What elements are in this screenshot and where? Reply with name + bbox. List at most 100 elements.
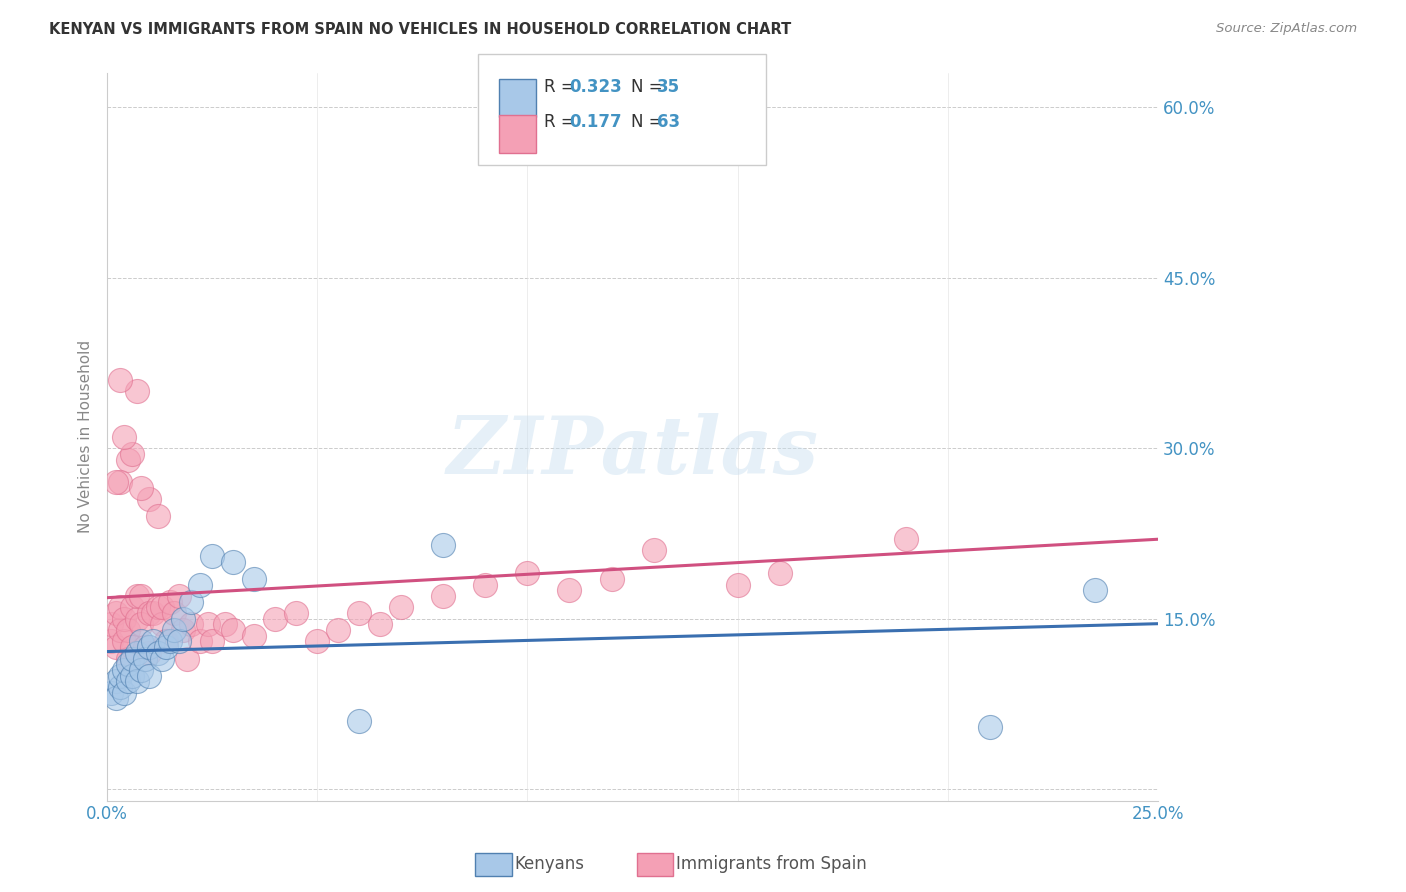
Point bbox=[142, 634, 165, 648]
Point bbox=[349, 714, 371, 728]
Point bbox=[121, 651, 143, 665]
Point bbox=[138, 640, 160, 654]
Point bbox=[389, 600, 412, 615]
Point bbox=[172, 612, 194, 626]
Point bbox=[243, 572, 266, 586]
Point bbox=[134, 640, 156, 654]
Point bbox=[1084, 583, 1107, 598]
Point bbox=[474, 577, 496, 591]
Text: 35: 35 bbox=[657, 78, 679, 95]
Point bbox=[108, 623, 131, 637]
Text: Immigrants from Spain: Immigrants from Spain bbox=[676, 855, 868, 873]
Text: 0.323: 0.323 bbox=[569, 78, 623, 95]
Point bbox=[643, 543, 665, 558]
Point bbox=[214, 617, 236, 632]
Point bbox=[159, 595, 181, 609]
Point bbox=[150, 651, 173, 665]
Text: KENYAN VS IMMIGRANTS FROM SPAIN NO VEHICLES IN HOUSEHOLD CORRELATION CHART: KENYAN VS IMMIGRANTS FROM SPAIN NO VEHIC… bbox=[49, 22, 792, 37]
Point bbox=[600, 572, 623, 586]
Text: Source: ZipAtlas.com: Source: ZipAtlas.com bbox=[1216, 22, 1357, 36]
Point bbox=[104, 674, 127, 689]
Point bbox=[172, 623, 194, 637]
Point bbox=[125, 646, 148, 660]
Point bbox=[370, 617, 392, 632]
Point bbox=[201, 549, 224, 564]
Point bbox=[117, 657, 139, 672]
Point bbox=[167, 634, 190, 648]
Point bbox=[188, 577, 211, 591]
Point bbox=[121, 600, 143, 615]
Point bbox=[328, 623, 350, 637]
Point bbox=[264, 612, 287, 626]
Point bbox=[243, 629, 266, 643]
Text: R =: R = bbox=[544, 113, 581, 131]
Text: N =: N = bbox=[631, 113, 668, 131]
Point bbox=[117, 623, 139, 637]
Text: ZIPatlas: ZIPatlas bbox=[447, 413, 818, 490]
Point bbox=[138, 646, 160, 660]
Point bbox=[727, 577, 749, 591]
Point bbox=[129, 481, 152, 495]
Point bbox=[159, 634, 181, 648]
Point bbox=[129, 617, 152, 632]
Point bbox=[104, 606, 127, 620]
Point bbox=[979, 720, 1001, 734]
Point bbox=[121, 640, 143, 654]
Point bbox=[129, 663, 152, 677]
Point bbox=[201, 634, 224, 648]
Text: 63: 63 bbox=[657, 113, 679, 131]
Point bbox=[112, 430, 135, 444]
Point bbox=[117, 674, 139, 689]
Point bbox=[146, 509, 169, 524]
Text: N =: N = bbox=[631, 78, 668, 95]
Point bbox=[121, 668, 143, 682]
Point bbox=[180, 595, 202, 609]
Point bbox=[100, 617, 122, 632]
Point bbox=[134, 651, 156, 665]
Point bbox=[112, 663, 135, 677]
Point bbox=[894, 532, 917, 546]
Point bbox=[108, 373, 131, 387]
Point bbox=[558, 583, 581, 598]
Point bbox=[104, 691, 127, 706]
Point bbox=[768, 566, 790, 581]
Point bbox=[125, 589, 148, 603]
Point bbox=[150, 600, 173, 615]
Text: Kenyans: Kenyans bbox=[515, 855, 585, 873]
Point bbox=[163, 623, 186, 637]
Point bbox=[138, 606, 160, 620]
Point bbox=[176, 651, 198, 665]
Point bbox=[129, 589, 152, 603]
Point bbox=[117, 452, 139, 467]
Point bbox=[155, 640, 177, 654]
Point bbox=[516, 566, 538, 581]
Point bbox=[100, 685, 122, 699]
Point bbox=[285, 606, 308, 620]
Point bbox=[142, 606, 165, 620]
Point bbox=[138, 492, 160, 507]
Y-axis label: No Vehicles in Household: No Vehicles in Household bbox=[79, 340, 93, 533]
Point bbox=[129, 634, 152, 648]
Point bbox=[197, 617, 219, 632]
Point bbox=[100, 634, 122, 648]
Point bbox=[108, 475, 131, 490]
Point bbox=[125, 612, 148, 626]
Point bbox=[108, 600, 131, 615]
Point bbox=[167, 589, 190, 603]
Point bbox=[112, 685, 135, 699]
Point bbox=[146, 600, 169, 615]
Point bbox=[349, 606, 371, 620]
Point bbox=[180, 617, 202, 632]
Point bbox=[222, 555, 245, 569]
Point bbox=[108, 680, 131, 694]
Point bbox=[307, 634, 329, 648]
Point bbox=[112, 634, 135, 648]
Point bbox=[432, 538, 454, 552]
Point bbox=[155, 634, 177, 648]
Point bbox=[117, 651, 139, 665]
Point bbox=[112, 612, 135, 626]
Point bbox=[104, 640, 127, 654]
Point bbox=[108, 668, 131, 682]
Text: 0.177: 0.177 bbox=[569, 113, 621, 131]
Point bbox=[138, 668, 160, 682]
